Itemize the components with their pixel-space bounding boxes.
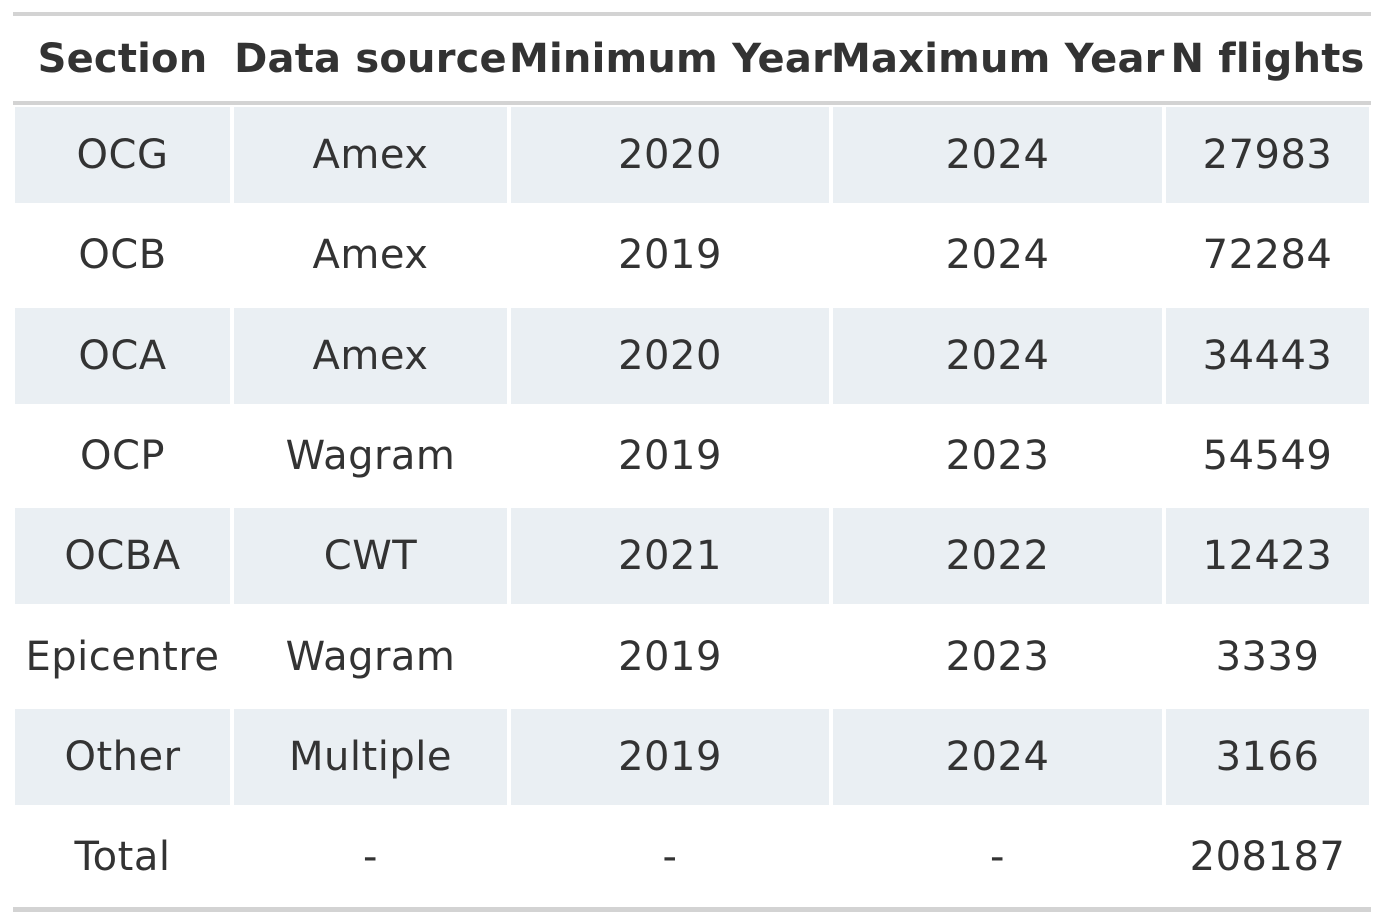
cell-n-flights: 3166 xyxy=(1164,706,1371,808)
cell-minimum-year: 2020 xyxy=(509,305,831,406)
table-row: OCG Amex 2020 2024 27983 xyxy=(13,103,1371,206)
cell-data-source: Multiple xyxy=(232,706,509,808)
cell-data-source: Wagram xyxy=(285,633,456,680)
cell-n-flights: 34443 xyxy=(1164,305,1371,406)
header-maximum-year: Maximum Year xyxy=(831,12,1164,105)
cell-n-flights: 208187 xyxy=(1164,807,1371,913)
cell-n-flights: 27983 xyxy=(1164,103,1371,206)
cell-maximum-year: 2022 xyxy=(831,506,1164,607)
cell-data-source: Amex xyxy=(232,103,509,206)
cell-maximum-year: 2023 xyxy=(945,433,1050,480)
table-row: OCB Amex 2019 2024 72284 xyxy=(13,205,1371,305)
header-minimum-year: Minimum Year xyxy=(509,12,832,105)
cell-minimum-year: 2020 xyxy=(509,103,831,206)
table-row: OCBA CWT 2021 2022 12423 xyxy=(13,506,1371,607)
cell-section: Epicentre xyxy=(25,633,220,680)
cell-maximum-year: 2023 xyxy=(945,633,1050,680)
cell-maximum-year: 2024 xyxy=(831,305,1164,406)
cell-data-source: Amex xyxy=(232,305,509,406)
cell-minimum-year: 2019 xyxy=(618,232,722,279)
header-data-source: Data source xyxy=(232,12,509,105)
total-row: Total - - - 208187 xyxy=(13,807,1371,913)
cell-section: OCA xyxy=(13,305,232,406)
cell-data-source: Wagram xyxy=(285,433,456,480)
cell-section: OCG xyxy=(13,103,232,206)
cell-section: Other xyxy=(13,706,232,808)
cell-data-source: Amex xyxy=(312,232,429,279)
cell-n-flights: 54549 xyxy=(1202,433,1333,480)
cell-minimum-year: 2019 xyxy=(618,433,722,480)
cell-maximum-year: 2024 xyxy=(831,706,1164,808)
header-n-flights: N flights xyxy=(1164,12,1371,105)
cell-minimum-year: 2019 xyxy=(618,633,722,680)
table-row: OCP Wagram 2019 2023 54549 xyxy=(13,406,1371,506)
cell-minimum-year: 2021 xyxy=(509,506,831,607)
cell-section: OCB xyxy=(78,232,167,279)
cell-maximum-year: 2024 xyxy=(831,103,1164,206)
cell-section: OCBA xyxy=(13,506,232,607)
cell-n-flights: 3339 xyxy=(1215,633,1320,680)
cell-minimum-year: - xyxy=(509,807,831,913)
table-row: Other Multiple 2019 2024 3166 xyxy=(13,706,1371,808)
flights-summary-table: Section Data source Minimum Year Maximum… xyxy=(13,12,1371,913)
cell-data-source: - xyxy=(232,807,509,913)
table-row: Epicentre Wagram 2019 2023 3339 xyxy=(13,606,1371,706)
cell-section: OCP xyxy=(79,433,166,480)
cell-maximum-year: - xyxy=(831,807,1164,913)
header-row: Section Data source Minimum Year Maximum… xyxy=(13,12,1371,105)
cell-n-flights: 72284 xyxy=(1202,232,1333,279)
flights-summary-table-container: Section Data source Minimum Year Maximum… xyxy=(13,12,1371,913)
table-row: OCA Amex 2020 2024 34443 xyxy=(13,305,1371,406)
cell-data-source: CWT xyxy=(232,506,509,607)
cell-n-flights: 12423 xyxy=(1164,506,1371,607)
cell-minimum-year: 2019 xyxy=(509,706,831,808)
header-section: Section xyxy=(13,12,232,105)
cell-maximum-year: 2024 xyxy=(945,232,1050,279)
cell-section: Total xyxy=(13,807,232,913)
